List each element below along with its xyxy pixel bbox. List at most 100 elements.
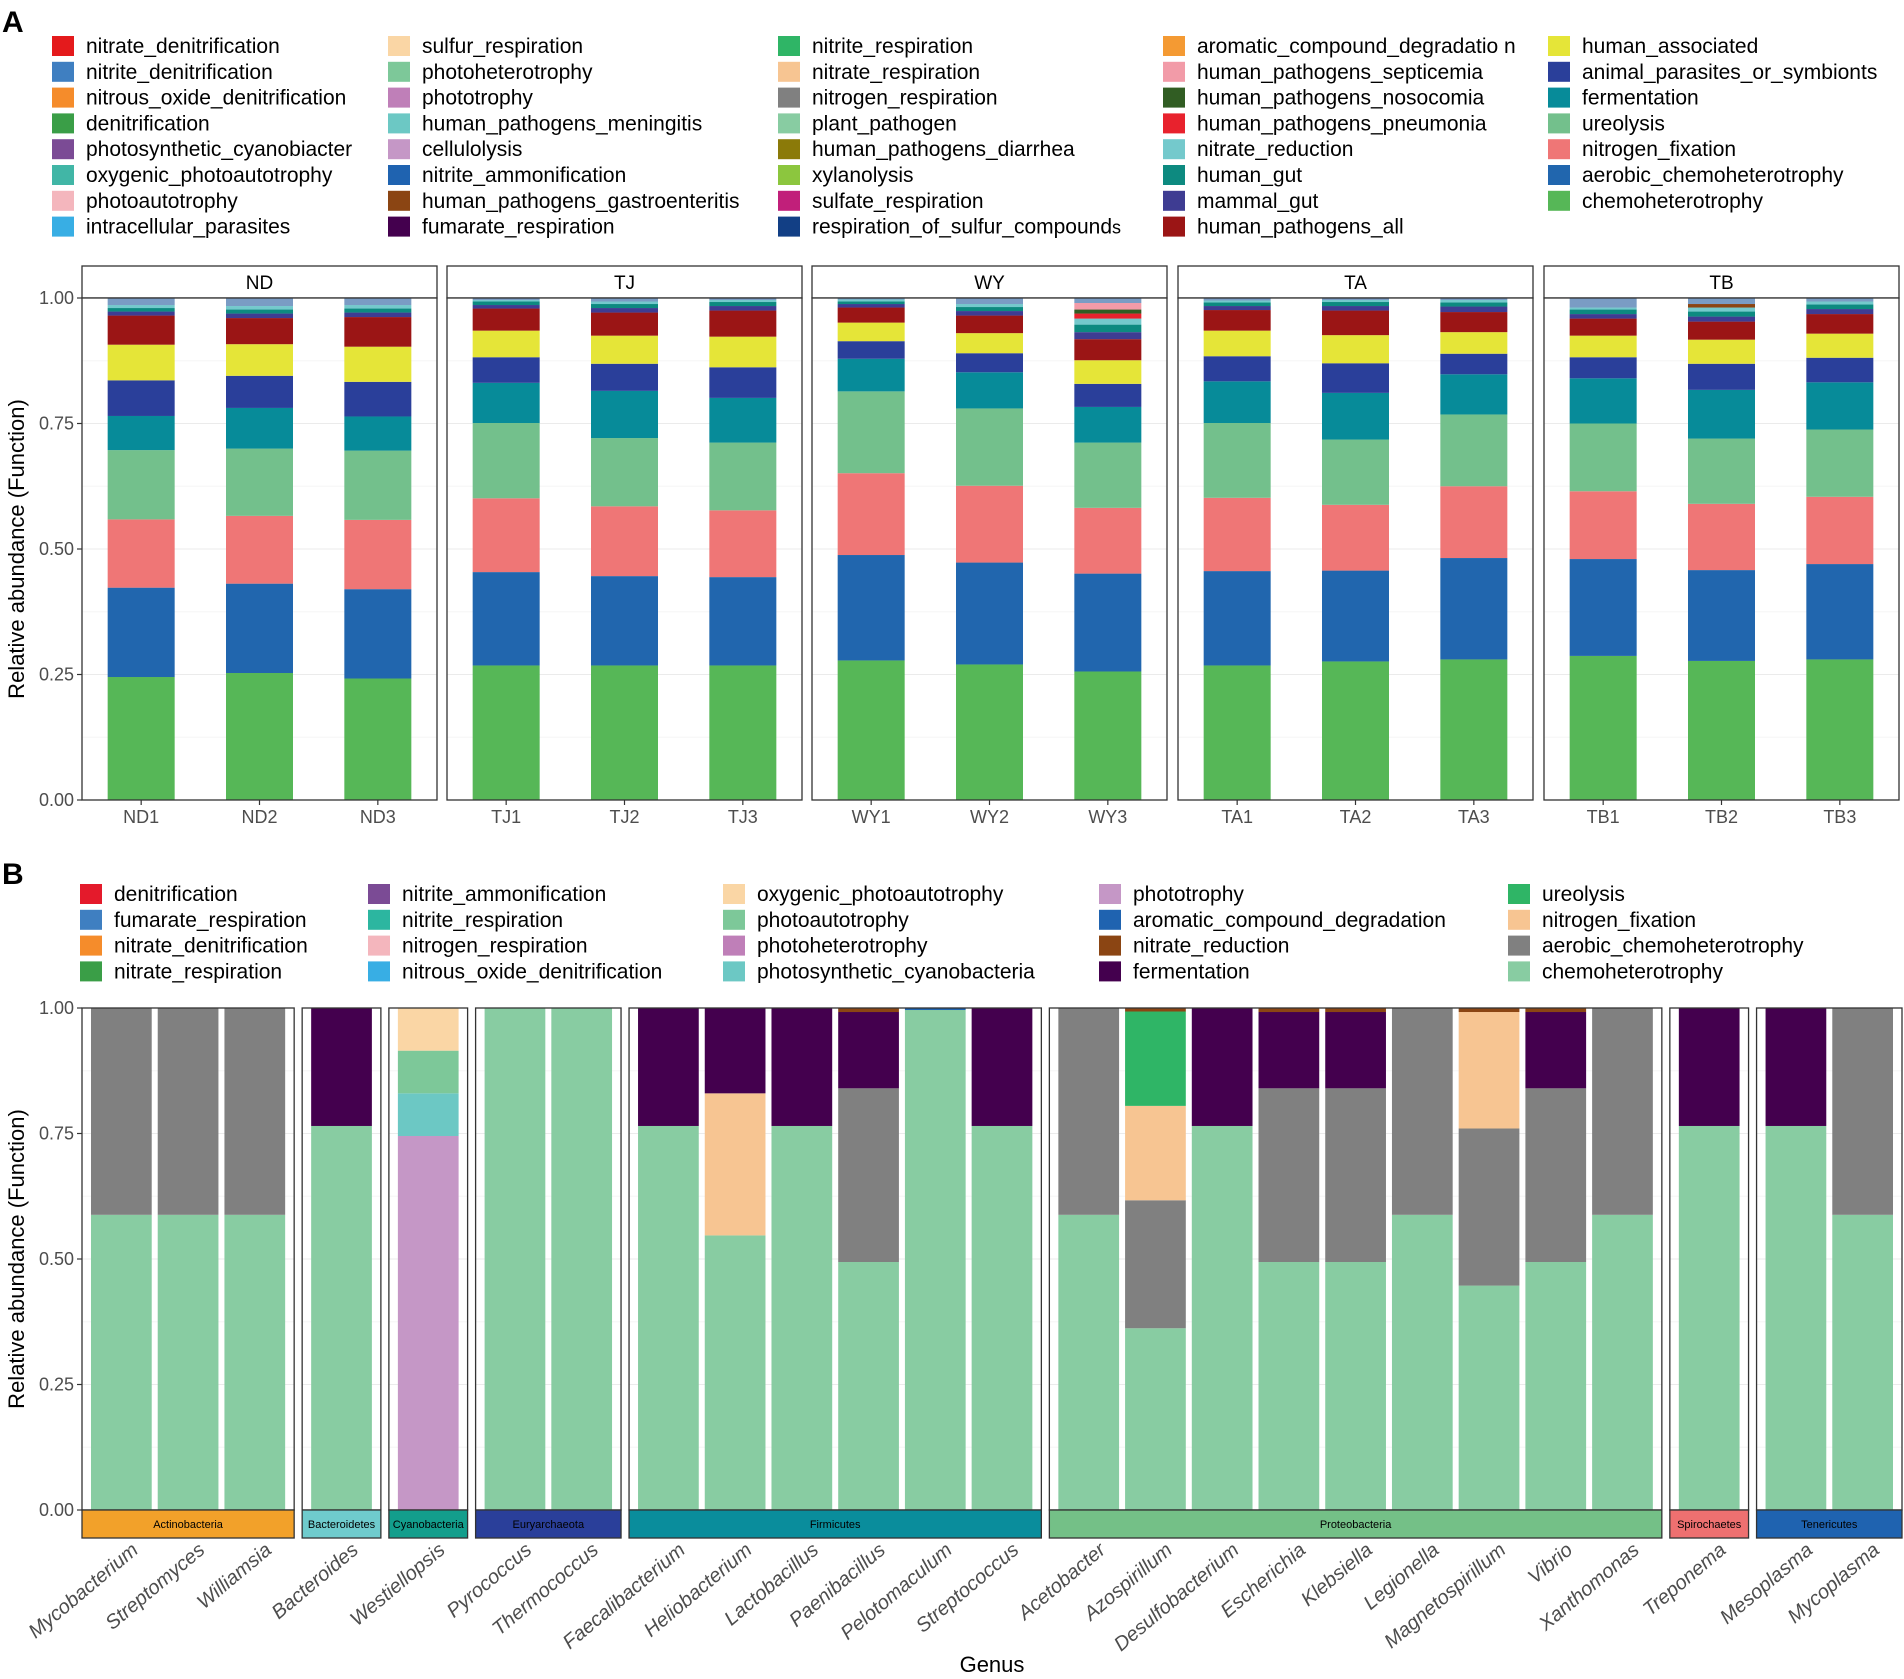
phylum-strip-Proteobacteria xyxy=(1048,1509,1663,1539)
legend-a-label-chemoheterotrophy: chemoheterotrophy xyxy=(1582,190,1763,213)
bar-segment-TB1-ureolysis xyxy=(1569,423,1637,492)
legend-a-label-human_associated: human_associated xyxy=(1582,35,1758,58)
facet-border-TA xyxy=(1177,297,1534,801)
legend-a-key-human_pathogens_gastroenteritis xyxy=(388,190,410,211)
facet-border-WY xyxy=(811,297,1168,801)
bar-segment-Magnetospirillum-chemoheterotrophy xyxy=(1458,1285,1520,1510)
bar-segment-TA2-human_pathogens_all xyxy=(1322,310,1389,336)
legend-a-label-intracellular_parasites: intracellular_parasites xyxy=(86,216,290,239)
bar-segment-TB1-chemoheterotrophy xyxy=(1569,655,1637,800)
bar-segment-TJ3-human_associated xyxy=(709,336,777,368)
bar-segment-ND2-fermentation xyxy=(226,407,293,449)
legend-a-key-human_associated xyxy=(1548,36,1570,56)
legend-a-label-human_pathogens_septicemia: human_pathogens_septicemia xyxy=(1197,61,1483,84)
bar-segment-WY2-human_associated xyxy=(956,333,1023,354)
legend-a-label-nitrite_ammonification: nitrite_ammonification xyxy=(422,164,626,187)
bar-segment-ND2-animal_parasites_or_symbionts xyxy=(226,375,293,408)
x-tick-label-TB2: TB2 xyxy=(1705,807,1738,827)
x-tick-label-TB1: TB1 xyxy=(1587,807,1620,827)
bar-segment-Heliobacterium-chemoheterotrophy xyxy=(704,1235,766,1510)
legend-b-key-nitrogen_fixation xyxy=(1508,909,1530,930)
legend-a-label-human_pathogens_diarrhea: human_pathogens_diarrhea xyxy=(812,138,1075,161)
legend-a-key-nitrite_denitrification xyxy=(52,61,74,82)
legend-a-key-nitrogen_respiration xyxy=(778,87,800,108)
legend-a-label-fermentation: fermentation xyxy=(1582,87,1699,110)
bar-segment-Acetobacter-aerobic_chemoheterotrophy xyxy=(1058,1008,1120,1215)
bar-segment-Westiellopsis-photosynthetic_cyanobacteria xyxy=(397,1093,459,1137)
bar-segment-TB1-human_pathogens_all xyxy=(1569,318,1637,336)
bar-segment-TJ1-human_gut xyxy=(472,301,540,306)
legend-a-label-mammal_gut: mammal_gut xyxy=(1197,190,1319,213)
bar-segment-TB1-fermentation xyxy=(1569,378,1637,424)
bar-segment-Azospirillum-ureolysis xyxy=(1125,1011,1186,1106)
bar-segment-TB2-other xyxy=(1688,298,1755,305)
x-tick-label-TJ3: TJ3 xyxy=(728,807,758,827)
panel-a-chart: nitrate_denitrification nitrite_denitrifi… xyxy=(4,35,1900,827)
legend-b-label-aerobic_chemoheterotrophy: aerobic_chemoheterotrophy xyxy=(1542,935,1804,958)
bar-segment-Bacteroides-chemoheterotrophy xyxy=(311,1125,372,1510)
bar-segment-TJ1-human_associated xyxy=(472,330,540,358)
bar-segment-WY1-animal_parasites_or_symbionts xyxy=(837,341,905,359)
phylum-strip-label-Spirochaetes: Spirochaetes xyxy=(1677,1519,1742,1531)
panel-b-y-tick-label: 0.75 xyxy=(39,1124,74,1144)
phylum-strip-Spirochaetes xyxy=(1669,1509,1750,1539)
bar-segment-WY1-aerobic_chemoheterotrophy xyxy=(837,555,905,661)
bar-segment-TA2-nitrogen_fixation xyxy=(1322,504,1389,571)
legend-a-key-phototrophy xyxy=(388,87,410,108)
legend-a-key-animal_parasites_or_symbionts xyxy=(1548,61,1570,82)
bar-segment-ND2-nitrate_reduction xyxy=(226,306,293,310)
bar-segment-Mycobacterium-aerobic_chemoheterotrophy xyxy=(91,1008,152,1215)
legend-a-key-human_pathogens_pneumonia xyxy=(1163,113,1185,134)
bar-segment-TA2-human_associated xyxy=(1322,335,1389,364)
bar-segment-TB3-human_associated xyxy=(1806,333,1874,358)
bar-segment-TB3-ureolysis xyxy=(1806,429,1874,497)
facet-strip-label-TJ: TJ xyxy=(614,273,635,294)
bar-segment-Streptomyces-chemoheterotrophy xyxy=(157,1214,219,1510)
legend-a-key-human_pathogens_septicemia xyxy=(1163,61,1185,82)
x-tick-label-ND2: ND2 xyxy=(241,807,277,827)
facet-strip-label-WY: WY xyxy=(974,273,1005,294)
bar-segment-Legionella-aerobic_chemoheterotrophy xyxy=(1391,1008,1453,1215)
bar-segment-TA1-mammal_gut xyxy=(1203,306,1271,311)
bar-segment-TA2-chemoheterotrophy xyxy=(1322,661,1389,800)
legend-b-label-photoautotrophy: photoautotrophy xyxy=(757,909,909,932)
legend-b-key-fumarate_respiration xyxy=(80,909,102,930)
legend-a-label-phototrophy: phototrophy xyxy=(422,87,533,110)
bar-segment-ND3-nitrate_reduction xyxy=(344,305,412,309)
legend-b-label-nitrite_ammonification: nitrite_ammonification xyxy=(402,883,606,906)
legend-a-key-human_pathogens_all xyxy=(1163,216,1185,237)
bar-segment-Magnetospirillum-aerobic_chemoheterotrophy xyxy=(1458,1128,1520,1286)
bar-segment-Paenibacillus-fermentation xyxy=(838,1012,899,1089)
legend-a-label-human_pathogens_gastroenteritis: human_pathogens_gastroenteritis xyxy=(422,190,740,213)
legend-a-label-human_pathogens_pneumonia: human_pathogens_pneumonia xyxy=(1197,112,1487,135)
bar-segment-TJ2-chemoheterotrophy xyxy=(591,665,658,800)
legend-a-label-xylanolysis: xylanolysis xyxy=(812,164,914,187)
bar-segment-WY2-human_pathogens_all xyxy=(956,315,1023,334)
phylum-strip-label-Euryarchaeota: Euryarchaeota xyxy=(513,1519,585,1531)
legend-a-key-human_pathogens_diarrhea xyxy=(778,139,800,160)
legend-a-label-nitrate_reduction: nitrate_reduction xyxy=(1197,138,1353,161)
panel-a-label: A xyxy=(2,6,24,39)
facet-strip-label-ND: ND xyxy=(246,273,273,294)
legend-b-label-photoheterotrophy: photoheterotrophy xyxy=(757,935,928,958)
bar-segment-TB2-aerobic_chemoheterotrophy xyxy=(1688,570,1755,661)
bar-segment-ND1-other xyxy=(107,298,175,306)
bar-segment-WY1-fermentation xyxy=(837,358,905,392)
bar-segment-ND3-other xyxy=(344,298,412,306)
bar-segment-Escherichia-chemoheterotrophy xyxy=(1258,1262,1320,1510)
bar-segment-TA2-other xyxy=(1322,298,1389,301)
bar-segment-WY1-nitrogen_fixation xyxy=(837,473,905,556)
bar-segment-WY1-ureolysis xyxy=(837,391,905,474)
legend-b-key-nitrate_respiration xyxy=(80,961,102,982)
bar-segment-TB3-aerobic_chemoheterotrophy xyxy=(1806,564,1874,660)
facet-border-ND xyxy=(81,297,438,801)
facet-strip-label-TA: TA xyxy=(1344,273,1367,294)
legend-a-label-cellulolysis: cellulolysis xyxy=(422,138,522,161)
bar-segment-WY2-fermentation xyxy=(956,372,1023,409)
bar-segment-TB2-ureolysis xyxy=(1688,438,1755,504)
legend-b-key-chemoheterotrophy xyxy=(1508,961,1530,982)
bar-segment-Azospirillum-chemoheterotrophy xyxy=(1125,1328,1186,1510)
legend-b-label-aromatic_compound_degradation: aromatic_compound_degradation xyxy=(1133,909,1446,932)
bar-segment-Westiellopsis-oxygenic_photoautotrophy xyxy=(397,1008,459,1051)
bar-segment-Desulfobacterium-fermentation xyxy=(1191,1008,1253,1126)
